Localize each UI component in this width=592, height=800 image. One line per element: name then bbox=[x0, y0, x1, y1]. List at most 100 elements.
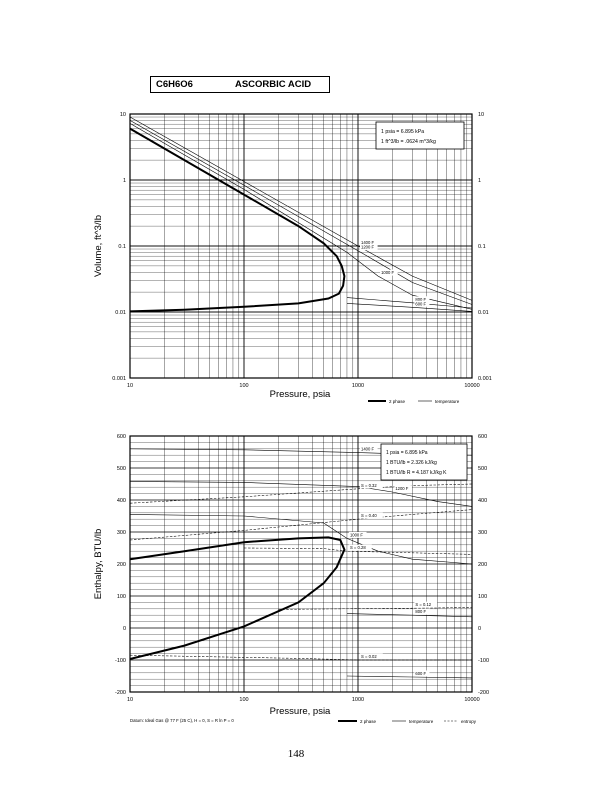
y-tick-label-left: 100 bbox=[117, 594, 126, 600]
volume-x-axis-label: Pressure, psia bbox=[270, 389, 331, 400]
page-number: 148 bbox=[287, 748, 305, 760]
isotherm-line bbox=[129, 481, 473, 507]
curve-label-background bbox=[414, 296, 430, 303]
entropy-line bbox=[278, 607, 473, 610]
curve-label: S = 0.12 bbox=[415, 602, 431, 607]
y-tick-label-right: 1 bbox=[478, 178, 481, 184]
y-tick-label-right: 500 bbox=[478, 466, 487, 472]
x-tick-label: 10 bbox=[127, 383, 133, 389]
y-tick-label-left: 300 bbox=[117, 530, 126, 536]
volume-chart: 10 100 1000 10000 0.001 0.01 0.1 1 10 0.001 0.01… bbox=[93, 112, 492, 404]
y-tick-label-left: 400 bbox=[117, 498, 126, 504]
volume-grid bbox=[129, 113, 473, 379]
curve-label-background bbox=[380, 269, 398, 276]
y-tick-label-right: 400 bbox=[478, 498, 487, 504]
y-tick-label-right: 0.001 bbox=[478, 376, 492, 382]
y-tick-label-right: 200 bbox=[478, 562, 487, 568]
volume-conversion-line-2: 1 ft^3/lb = .0624 m^3/kg bbox=[381, 139, 436, 145]
curve-label: 1000 F bbox=[350, 532, 363, 537]
curve-label-background bbox=[360, 653, 383, 660]
enthalpy-conversion-box: 1 psia = 6.895 kPa 1 BTU/lb = 2.326 kJ/k… bbox=[380, 443, 468, 481]
curve-label-background bbox=[348, 531, 367, 538]
curve-label: 600 F bbox=[415, 671, 426, 676]
compound-formula: C6H6O6 bbox=[156, 79, 193, 90]
y-tick-label-left: -100 bbox=[115, 658, 126, 664]
x-tick-label: 100 bbox=[239, 697, 248, 703]
curve-label: S = 0.28 bbox=[350, 545, 366, 550]
y-tick-label-left: 0 bbox=[123, 626, 126, 632]
curve-label: S = 0.02 bbox=[361, 654, 377, 659]
curve-label: 600 F bbox=[415, 301, 426, 306]
enthalpy-legend: 2 phase temperature entropy bbox=[338, 719, 477, 724]
y-tick-label-right: 0.01 bbox=[478, 310, 489, 316]
enthalpy-entropy-lines bbox=[129, 483, 473, 661]
y-tick-label-right: 600 bbox=[478, 434, 487, 440]
entropy-line bbox=[129, 483, 473, 504]
curve-label: 1200 F bbox=[361, 245, 374, 250]
isotherm-line bbox=[346, 675, 473, 679]
volume-legend-2phase: 2 phase bbox=[389, 399, 406, 404]
curve-label: 1400 F bbox=[361, 240, 374, 245]
enthalpy-datum-footnote: Datum: Ideal Gas @ 77 F (25 C), H = 0, S… bbox=[130, 718, 234, 723]
isotherm-line bbox=[129, 514, 473, 565]
volume-x-ticks: 10 100 1000 10000 bbox=[127, 383, 480, 389]
y-tick-label-left: 0.1 bbox=[118, 244, 126, 250]
curve-label: 800 F bbox=[415, 297, 426, 302]
x-tick-label: 1000 bbox=[352, 697, 364, 703]
enthalpy-two-phase bbox=[129, 536, 346, 660]
isotherm-line bbox=[346, 303, 473, 312]
curve-label-background bbox=[360, 239, 378, 246]
compound-name: ASCORBIC ACID bbox=[234, 79, 312, 90]
volume-legend-temperature: temperature bbox=[435, 399, 460, 404]
volume-legend: 2 phase temperature bbox=[368, 399, 460, 404]
y-tick-label-left: 500 bbox=[117, 466, 126, 472]
entropy-line bbox=[129, 654, 472, 661]
entropy-line bbox=[243, 547, 473, 555]
y-tick-label-left: 0.001 bbox=[112, 376, 126, 382]
x-tick-label: 10000 bbox=[464, 383, 479, 389]
curve-label-background bbox=[414, 608, 430, 615]
curve-label-background bbox=[414, 300, 430, 307]
y-tick-label-right: 100 bbox=[478, 594, 487, 600]
volume-plot-frame bbox=[129, 113, 473, 379]
y-tick-label-right: 0 bbox=[478, 626, 481, 632]
curve-label: 1000 F bbox=[381, 270, 394, 275]
x-tick-label: 1000 bbox=[352, 383, 364, 389]
enthalpy-legend-entropy: entropy bbox=[461, 719, 477, 724]
y-tick-label-left: 10 bbox=[120, 112, 126, 118]
enthalpy-y-ticks-left: -200 -100 0 100 200 300 400 500 600 bbox=[115, 434, 126, 696]
curve-label-background bbox=[360, 244, 378, 251]
isotherm-line bbox=[346, 297, 473, 309]
curve-label: S = 0.40 bbox=[361, 513, 377, 518]
y-tick-label-right: 10 bbox=[478, 112, 484, 118]
y-tick-label-right: 0.1 bbox=[478, 244, 486, 250]
enthalpy-conversion-line-1: 1 psia = 6.895 kPa bbox=[386, 450, 428, 456]
isotherm-line bbox=[129, 116, 473, 301]
two-phase-curve bbox=[129, 536, 346, 660]
curve-label-background bbox=[414, 601, 438, 608]
enthalpy-y-axis-label: Enthalpy, BTU/lb bbox=[93, 529, 104, 600]
y-tick-label-left: 1 bbox=[123, 178, 126, 184]
volume-conversion-box: 1 psia = 6.895 kPa 1 ft^3/lb = .0624 m^3… bbox=[375, 121, 465, 150]
curve-label-background bbox=[360, 482, 383, 489]
curve-label-background bbox=[394, 485, 412, 492]
volume-y-ticks-right: 0.001 0.01 0.1 1 10 bbox=[478, 112, 492, 382]
y-tick-label-right: -100 bbox=[478, 658, 489, 664]
y-tick-label-right: -200 bbox=[478, 690, 489, 696]
enthalpy-y-ticks-right: -200 -100 0 100 200 300 400 500 600 bbox=[478, 434, 489, 696]
isotherm-line bbox=[346, 613, 473, 618]
enthalpy-conversion-line-2: 1 BTU/lb = 2.326 kJ/kg bbox=[386, 460, 437, 466]
enthalpy-curve-labels: 1400 F 1200 F 1000 F 800 F 600 F S = 0.32 S = … bbox=[348, 446, 438, 677]
volume-conversion-line-1: 1 psia = 6.895 kPa bbox=[381, 129, 424, 135]
y-tick-label-left: 600 bbox=[117, 434, 126, 440]
volume-y-ticks-left: 0.001 0.01 0.1 1 10 bbox=[112, 112, 126, 382]
curve-label-background bbox=[360, 512, 383, 519]
enthalpy-legend-temperature: temperature bbox=[409, 719, 434, 724]
isotherm-line bbox=[129, 120, 473, 305]
curve-label-background bbox=[414, 670, 430, 677]
y-tick-label-left: 200 bbox=[117, 562, 126, 568]
enthalpy-x-axis-label: Pressure, psia bbox=[270, 706, 331, 717]
y-tick-label-left: 0.01 bbox=[115, 310, 126, 316]
volume-two-phase bbox=[129, 127, 346, 313]
